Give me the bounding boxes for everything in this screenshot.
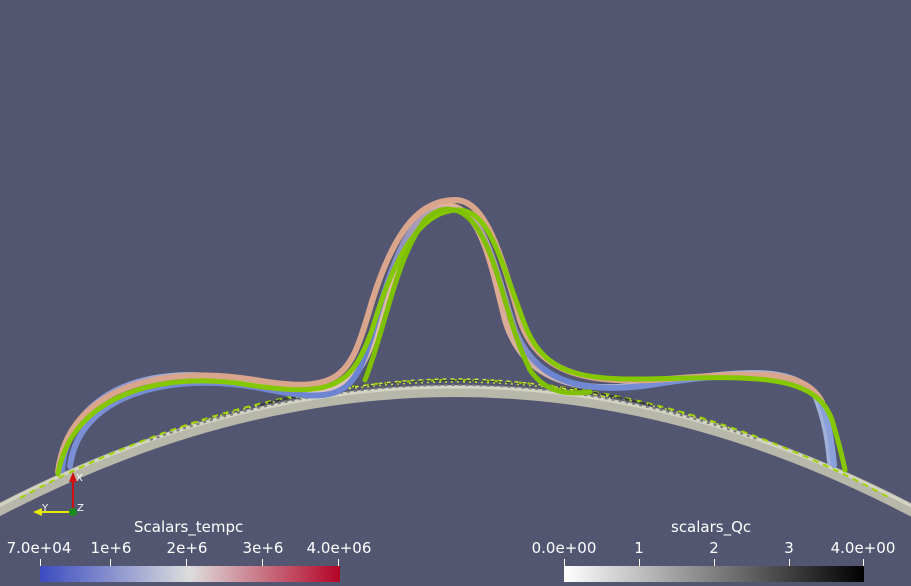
colorbar-qc-label-0: 0.0e+00 bbox=[531, 539, 597, 557]
colorbar-tempc-label-0: 7.0e+04 bbox=[6, 539, 72, 557]
colorbar-tempc-tick bbox=[186, 559, 187, 569]
colorbar-qc-gradient bbox=[564, 566, 864, 582]
colorbar-qc-tick bbox=[564, 559, 565, 569]
colorbar-qc-label-3: 3 bbox=[784, 539, 794, 557]
colorbar-tempc-label-1: 1e+6 bbox=[90, 539, 132, 557]
colorbar-tempc-tick bbox=[262, 559, 263, 569]
colorbar-tempc-label-3: 3e+6 bbox=[242, 539, 284, 557]
colorbar-qc-tick bbox=[863, 559, 864, 569]
colorbar-qc-label-4: 4.0e+00 bbox=[830, 539, 896, 557]
colorbar-qc-tick bbox=[639, 559, 640, 569]
colorbar-tempc-label-4: 4.0e+06 bbox=[306, 539, 372, 557]
colorbar-tempc-tick bbox=[110, 559, 111, 569]
colorbar-qc-title: scalars_Qc bbox=[671, 518, 752, 536]
colorbar-tempc-gradient bbox=[40, 566, 340, 582]
colorbar-qc-tick bbox=[789, 559, 790, 569]
axis-z-label: Z bbox=[77, 503, 84, 514]
colorbar-tempc-label-2: 2e+6 bbox=[166, 539, 208, 557]
surface-arc bbox=[0, 378, 911, 517]
colorbar-qc-tick bbox=[714, 559, 715, 569]
colorbar-qc-label-2: 2 bbox=[709, 539, 719, 557]
streamlines bbox=[55, 196, 848, 477]
axis-x-label: X bbox=[76, 473, 83, 484]
colorbar-tempc-tick bbox=[338, 559, 339, 569]
orientation-axes: X Y Z bbox=[33, 472, 84, 516]
colorbar-qc-label-1: 1 bbox=[634, 539, 644, 557]
axis-y-label: Y bbox=[41, 503, 49, 514]
colorbar-tempc-title: Scalars_tempc bbox=[134, 518, 244, 536]
colorbar-tempc-tick bbox=[40, 559, 41, 569]
